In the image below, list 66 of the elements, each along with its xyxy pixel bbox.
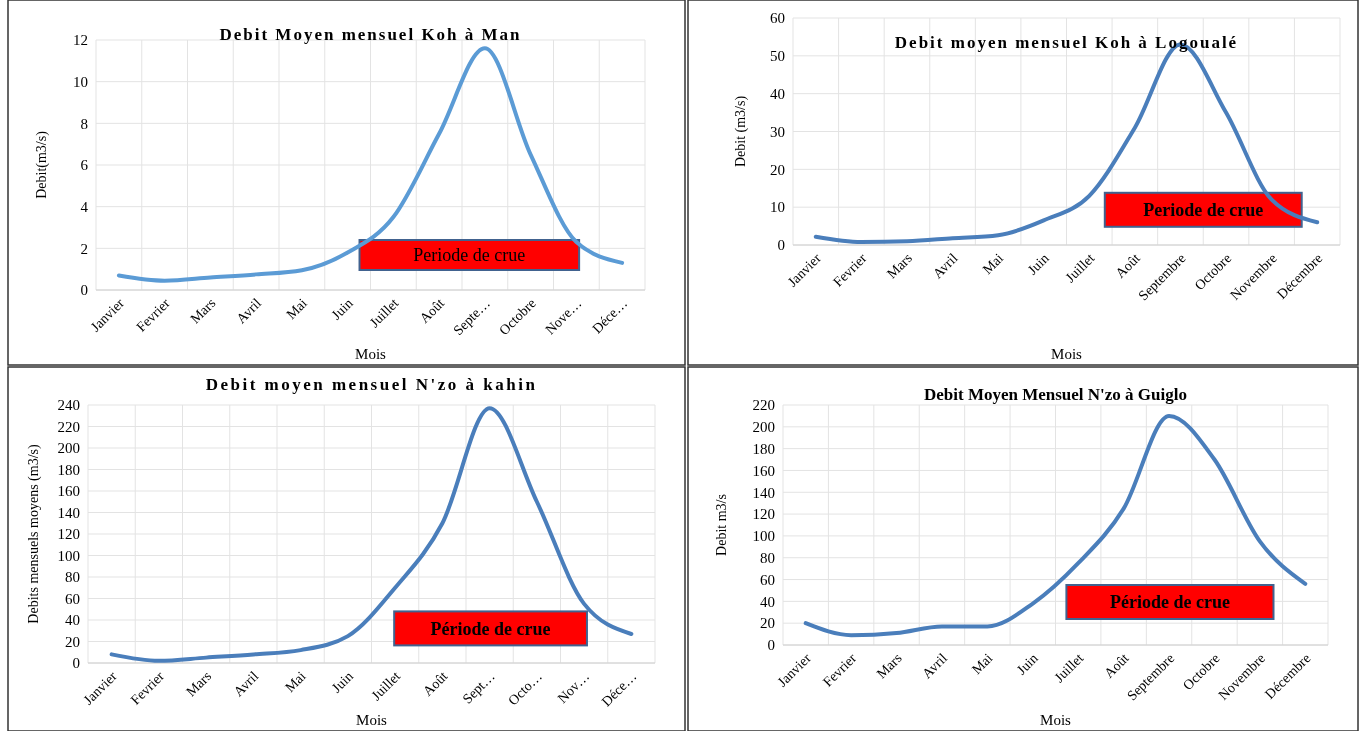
y-tick-label: 4: [80, 198, 89, 215]
line-series: [116, 46, 625, 283]
y-tick-label: 12: [73, 32, 88, 49]
y-tick-label: 40: [65, 612, 80, 629]
y-tick-label: 2: [80, 240, 88, 257]
annotation: Période de crue: [430, 618, 551, 639]
y-tick-label: 140: [752, 484, 775, 501]
x-tick-label: Juin: [1013, 650, 1041, 678]
y-tick-label: 120: [752, 506, 775, 523]
y-tick-label: 60: [760, 571, 775, 588]
x-axis-title: Mois: [1040, 712, 1072, 728]
y-axis-title: Debit m3/s: [714, 494, 729, 556]
y-tick-label: 100: [57, 547, 80, 564]
x-tick-label: Juin: [328, 295, 356, 323]
chart-title: Debit moyen mensuel N'zo à kahin: [205, 375, 538, 394]
y-tick-label: 0: [777, 237, 785, 254]
y-tick-label: 140: [57, 504, 80, 521]
chart-title: Debit Moyen mensuel Koh à Man: [219, 25, 522, 44]
line-series: [109, 406, 634, 663]
annotation: Période de crue: [1109, 592, 1230, 613]
y-tick-label: 200: [57, 440, 80, 457]
y-tick-label: 20: [760, 615, 775, 632]
y-tick-label: 60: [770, 10, 785, 27]
y-tick-label: 80: [760, 549, 775, 566]
y-axis-title: Debits mensuels moyens (m3/s): [26, 444, 42, 624]
y-tick-label: 120: [57, 526, 80, 543]
line-series: [803, 413, 1308, 638]
y-tick-label: 6: [80, 157, 89, 174]
annotation: Periode de crue: [413, 245, 526, 266]
y-tick-label: 40: [770, 85, 785, 102]
y-tick-label: 60: [65, 590, 80, 607]
y-tick-label: 0: [80, 282, 88, 299]
y-tick-label: 180: [752, 440, 775, 457]
y-tick-label: 30: [770, 123, 785, 140]
x-tick-label: Mai: [968, 650, 996, 678]
y-tick-label: 100: [752, 528, 775, 545]
x-tick-label: Mai: [979, 250, 1007, 278]
y-tick-label: 20: [65, 633, 80, 650]
y-tick-label: 40: [760, 593, 775, 610]
y-tick-label: 180: [57, 461, 80, 478]
chart-title: Debit Moyen Mensuel N'zo à Guiglo: [923, 385, 1188, 404]
y-tick-label: 80: [65, 569, 80, 586]
y-tick-label: 0: [767, 637, 775, 654]
x-tick-label: Mai: [282, 668, 309, 696]
x-axis-title: Mois: [356, 712, 388, 728]
x-tick-label: Juin: [1024, 250, 1052, 278]
y-tick-label: 220: [57, 418, 80, 435]
y-tick-label: 240: [57, 397, 80, 414]
x-axis-title: Mois: [355, 346, 387, 362]
y-tick-label: 20: [770, 161, 785, 178]
y-tick-label: 50: [770, 48, 785, 65]
x-axis-title: Mois: [1051, 346, 1083, 362]
y-tick-label: 200: [752, 419, 775, 436]
y-axis-title: Debit (m3/s): [733, 95, 749, 168]
y-tick-label: 160: [57, 483, 80, 500]
annotation: Periode de crue: [1143, 200, 1264, 221]
y-tick-label: 10: [770, 199, 785, 216]
y-axis-title: Debit(m3/s): [34, 130, 50, 199]
y-tick-label: 220: [752, 397, 775, 414]
y-tick-label: 160: [752, 462, 775, 479]
y-tick-label: 10: [73, 73, 88, 90]
x-tick-label: Mai: [283, 295, 311, 323]
y-tick-label: 0: [72, 655, 80, 672]
text: Debit moyen mensuel Koh à Logoualé: [894, 33, 1239, 52]
y-tick-label: 8: [80, 115, 88, 132]
x-tick-label: Juin: [328, 668, 356, 696]
